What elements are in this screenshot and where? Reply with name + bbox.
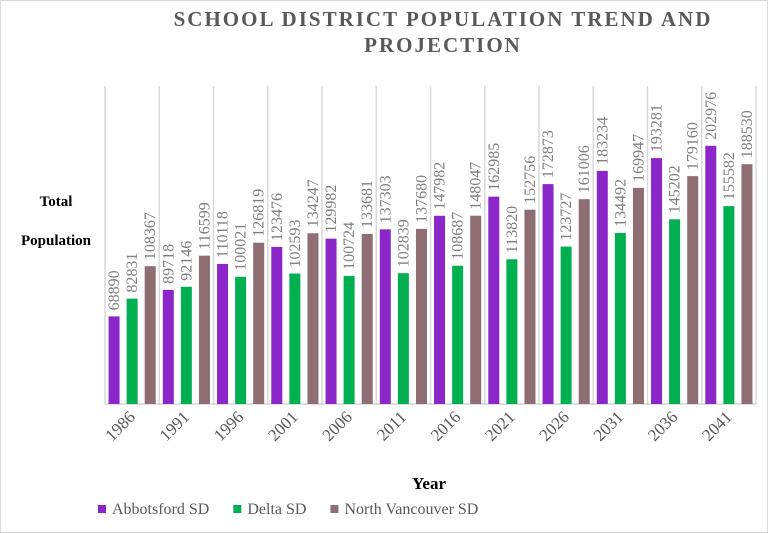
x-tick-label: 2026 — [535, 407, 572, 444]
y-axis-label-line2: Population — [21, 233, 92, 249]
bar — [488, 196, 500, 404]
data-label: 116599 — [196, 202, 213, 249]
data-label: 162985 — [486, 143, 503, 191]
bar — [235, 276, 247, 404]
bar — [217, 263, 229, 404]
data-label: 188530 — [739, 110, 756, 158]
x-tick-label: 2001 — [264, 407, 301, 444]
bar — [343, 275, 355, 404]
bar — [198, 255, 210, 404]
bar — [705, 145, 717, 405]
data-label: 161006 — [576, 145, 593, 193]
data-label: 123476 — [269, 193, 286, 241]
legend-entry: Abbotsford SD — [112, 501, 209, 518]
data-label: 100724 — [341, 222, 358, 270]
bar — [614, 232, 626, 404]
legend-entry: North Vancouver SD — [344, 501, 478, 518]
bar — [126, 298, 138, 404]
chart-title-line2: PROJECTION — [364, 33, 522, 57]
data-label: 169947 — [630, 134, 647, 182]
bar — [307, 233, 319, 404]
data-label: 179160 — [685, 122, 702, 170]
data-label: 172873 — [540, 130, 557, 178]
bar — [361, 233, 373, 404]
data-label: 110118 — [215, 211, 232, 258]
x-tick-label: 2016 — [427, 407, 464, 444]
bar — [723, 206, 735, 404]
bar — [741, 164, 753, 404]
bar — [651, 158, 663, 404]
bar — [578, 199, 590, 404]
data-label: 133681 — [359, 180, 376, 228]
data-label: 129982 — [323, 185, 340, 233]
x-tick-label: 2011 — [373, 407, 410, 444]
x-tick-label: 2021 — [481, 407, 518, 444]
data-label: 137303 — [377, 175, 394, 223]
data-label: 152756 — [522, 156, 539, 204]
x-tick-label: 2041 — [698, 407, 735, 444]
data-label: 126819 — [251, 189, 268, 237]
bar — [560, 246, 572, 404]
data-label: 193281 — [649, 104, 666, 152]
bar — [379, 229, 391, 404]
bar — [524, 209, 536, 404]
bar — [144, 266, 156, 404]
bar — [180, 286, 192, 404]
data-label: 123727 — [558, 193, 575, 241]
data-label: 134247 — [305, 179, 322, 227]
bar — [162, 289, 174, 404]
x-tick-label: 2031 — [590, 407, 627, 444]
legend-entry: Delta SD — [247, 501, 306, 518]
data-label: 102839 — [395, 219, 412, 267]
bar — [542, 184, 554, 404]
y-axis-label-line1: Total — [40, 194, 73, 210]
bar — [632, 187, 644, 404]
bar — [108, 316, 120, 404]
x-tick-label: 1991 — [156, 407, 193, 444]
data-label: 108367 — [142, 212, 159, 260]
data-label: 92146 — [178, 241, 195, 281]
x-tick-label: 1996 — [210, 407, 247, 444]
data-label: 102593 — [287, 220, 304, 268]
data-label: 108687 — [450, 212, 467, 260]
chart-title-line1: SCHOOL DISTRICT POPULATION TREND AND — [174, 7, 713, 31]
data-label: 137680 — [413, 175, 430, 223]
data-label: 147982 — [432, 162, 449, 210]
bar — [271, 246, 283, 404]
data-label: 113820 — [504, 206, 521, 253]
bar — [434, 215, 446, 404]
legend-swatch — [233, 505, 242, 513]
x-tick-label: 2036 — [644, 407, 681, 444]
bar — [289, 273, 301, 404]
bar — [415, 228, 427, 404]
x-tick-label: 1986 — [101, 407, 138, 444]
data-label: 145202 — [667, 165, 684, 213]
bar — [687, 176, 699, 404]
data-label: 134492 — [612, 179, 629, 227]
data-label: 183234 — [594, 117, 611, 165]
bar — [506, 259, 518, 404]
data-label: 100021 — [233, 223, 250, 271]
legend-swatch — [330, 505, 339, 513]
data-label: 68890 — [106, 270, 123, 310]
x-tick-label: 2006 — [318, 407, 355, 444]
bar — [596, 170, 608, 404]
x-axis-label: Year — [412, 474, 446, 493]
bar — [397, 273, 409, 404]
bar — [669, 219, 681, 404]
bar — [253, 242, 265, 404]
data-label: 202976 — [703, 92, 720, 140]
bar — [452, 265, 464, 404]
bar — [325, 238, 337, 404]
legend-swatch — [98, 505, 106, 513]
data-label: 89718 — [160, 244, 177, 284]
data-label: 82831 — [124, 253, 141, 293]
data-label: 155582 — [721, 152, 738, 200]
data-label: 148047 — [468, 162, 485, 210]
bar — [470, 215, 482, 404]
